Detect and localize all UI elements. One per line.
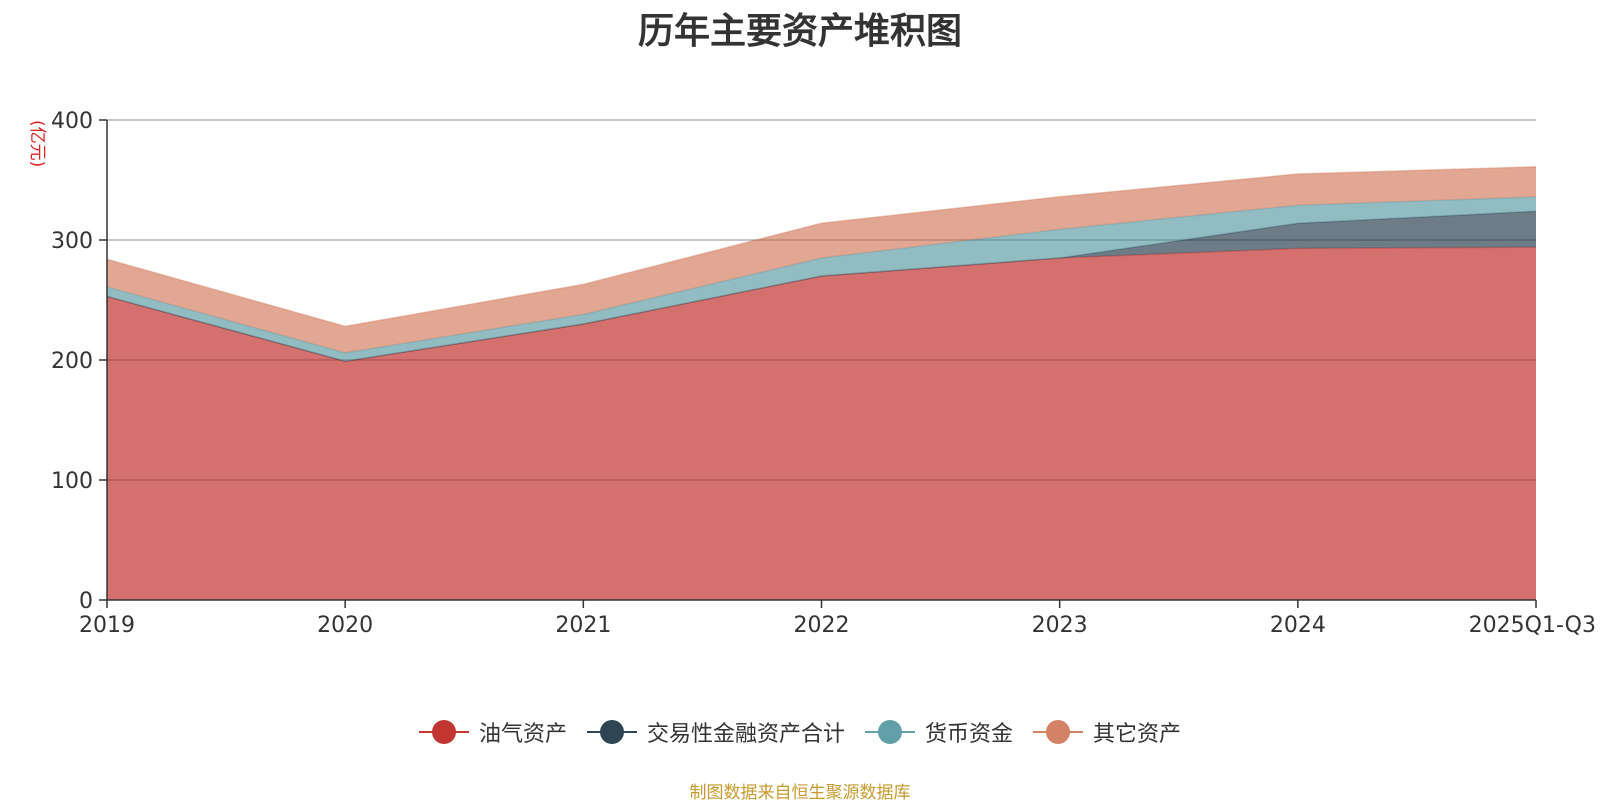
legend-swatch-0 bbox=[418, 719, 469, 745]
x-tick-label-3: 2022 bbox=[794, 613, 850, 638]
x-tick-label-4: 2023 bbox=[1032, 613, 1088, 638]
legend-label-3: 其它资产 bbox=[1093, 722, 1182, 747]
stacked-area-chart: 0 100 200 300 400 2019 2020 2021 2022 2023 2024 202… bbox=[51, 109, 1596, 638]
legend-swatch-dot-3 bbox=[1046, 720, 1071, 744]
legend-swatch-dot-0 bbox=[431, 720, 456, 744]
legend-item-1[interactable]: 交易性金融资产合计 bbox=[586, 716, 845, 748]
area-series-layer bbox=[106, 166, 1537, 600]
legend-item-3[interactable]: 其它资产 bbox=[1033, 716, 1181, 748]
axes: 0 100 200 300 400 2019 2020 2021 2022 2023 2024 202… bbox=[51, 109, 1596, 638]
x-tick-label-5: 2024 bbox=[1270, 613, 1326, 638]
area-series-0 bbox=[107, 247, 1536, 600]
legend-swatch-2 bbox=[865, 719, 915, 745]
chart-title: 历年主要资产堆积图 bbox=[637, 11, 962, 52]
data-source-note: 制图数据来自恒生聚源数据库 bbox=[689, 783, 911, 803]
legend-swatch-1 bbox=[586, 719, 637, 745]
y-tick-label-200: 200 bbox=[51, 349, 93, 374]
chart-legend: 油气资产 交易性金融资产合计 货币资金 其它资产 bbox=[0, 716, 1600, 748]
legend-label-0: 油气资产 bbox=[478, 722, 567, 747]
x-tick-label-2: 2021 bbox=[555, 613, 611, 638]
y-tick-label-300: 300 bbox=[51, 229, 93, 254]
legend-swatch-dot-2 bbox=[878, 720, 902, 744]
y-tick-label-100: 100 bbox=[51, 469, 93, 494]
x-tick-label-6: 2025Q1-Q3 bbox=[1469, 613, 1596, 638]
legend-item-0[interactable]: 油气资产 bbox=[418, 716, 567, 748]
area-series-line-3 bbox=[106, 166, 1537, 328]
legend-swatch-3 bbox=[1033, 719, 1084, 745]
area-series-1 bbox=[107, 211, 1536, 362]
x-tick-label-0: 2019 bbox=[79, 613, 135, 638]
area-series-3 bbox=[107, 166, 1536, 353]
area-series-2 bbox=[107, 196, 1536, 362]
legend-item-2[interactable]: 货币资金 bbox=[865, 716, 1013, 748]
y-tick-label-400: 400 bbox=[51, 109, 93, 134]
y-tick-label-0: 0 bbox=[79, 589, 93, 614]
legend-swatch-dot-1 bbox=[599, 720, 624, 744]
legend-label-1: 交易性金融资产合计 bbox=[646, 722, 845, 747]
gridline-overlay bbox=[107, 119, 1536, 481]
legend-label-2: 货币资金 bbox=[925, 722, 1014, 747]
x-tick-label-1: 2020 bbox=[317, 613, 373, 638]
